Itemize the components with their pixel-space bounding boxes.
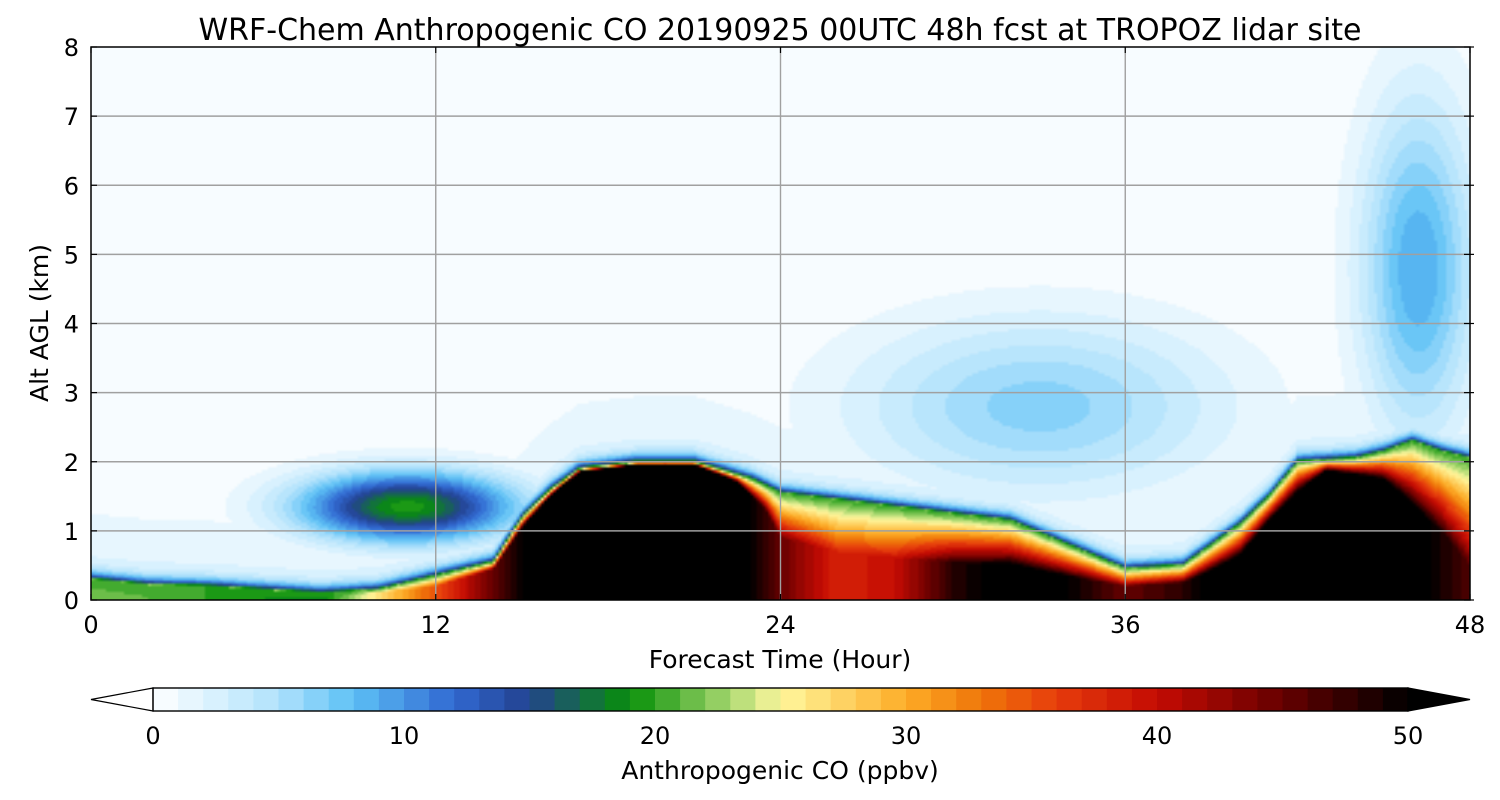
colorbar-segment — [454, 688, 480, 711]
colorbar-segment — [931, 688, 957, 711]
colorbar-segment — [1081, 688, 1108, 711]
colorbar-segment — [1157, 688, 1183, 711]
colorbar-segment — [328, 688, 355, 711]
colorbar-segment — [1056, 688, 1083, 711]
colorbar-tick-label: 30 — [891, 722, 922, 750]
y-tick-label: 6 — [64, 172, 79, 200]
colorbar-label: Anthropogenic CO (ppbv) — [621, 756, 939, 785]
colorbar-segment — [303, 688, 330, 711]
x-tick-label: 36 — [1110, 611, 1141, 639]
colorbar-extend-high — [1407, 687, 1471, 712]
colorbar-frame — [152, 687, 1409, 712]
colorbar-segment — [1357, 688, 1384, 711]
x-tick-label: 48 — [1455, 611, 1486, 639]
y-tick-label: 5 — [64, 241, 79, 269]
colorbar-segment — [755, 688, 782, 711]
grid-lines — [91, 47, 1470, 600]
y-tick-label: 8 — [64, 34, 79, 62]
colorbar-extend-low — [90, 687, 154, 712]
colorbar-segment — [604, 688, 631, 711]
colorbar-segment — [153, 688, 179, 711]
colorbar-segment — [353, 688, 380, 711]
colorbar-tick-label: 0 — [145, 722, 160, 750]
colorbar-segment — [1106, 688, 1133, 711]
colorbar-segment — [579, 688, 606, 711]
y-tick-label: 7 — [64, 103, 79, 131]
colorbar-segment — [855, 688, 882, 711]
x-axis-label: Forecast Time (Hour) — [649, 645, 912, 674]
colorbar-segment — [655, 688, 681, 711]
x-tick-label: 0 — [83, 611, 98, 639]
colorbar-segment — [178, 688, 204, 711]
colorbar-segment — [1182, 688, 1208, 711]
colorbar-segment — [1232, 688, 1258, 711]
colorbar-segment — [278, 688, 305, 711]
colorbar-tick-label: 20 — [640, 722, 671, 750]
colorbar-segment — [906, 688, 932, 711]
colorbar-segment — [1131, 688, 1158, 711]
y-axis: 0 1 2 3 4 5 6 7 8 — [64, 34, 1474, 615]
colorbar-segment — [1307, 688, 1334, 711]
y-axis-label: Alt AGL (km) — [25, 244, 54, 402]
x-axis: 0 12 24 36 48 — [83, 47, 1485, 639]
colorbar — [90, 687, 1471, 712]
colorbar-axis: 0 10 20 30 40 50 — [145, 722, 1423, 750]
colorbar-segment — [730, 688, 756, 711]
colorbar-segment — [1382, 688, 1409, 711]
colorbar-segment — [680, 688, 706, 711]
colorbar-segment — [1006, 688, 1033, 711]
colorbar-segment — [529, 688, 556, 711]
colorbar-segment — [705, 688, 731, 711]
colorbar-segment — [378, 688, 405, 711]
colorbar-segment — [1031, 688, 1058, 711]
x-tick-label: 12 — [420, 611, 451, 639]
colorbar-segment — [504, 688, 531, 711]
colorbar-segment — [1207, 688, 1233, 711]
colorbar-segment — [805, 688, 832, 711]
y-tick-label: 2 — [64, 449, 79, 477]
colorbar-segment — [880, 688, 907, 711]
y-tick-label: 1 — [64, 518, 79, 546]
colorbar-segment — [1282, 688, 1309, 711]
colorbar-segment — [228, 688, 254, 711]
x-tick-label: 24 — [765, 611, 796, 639]
y-tick-label: 4 — [64, 311, 79, 339]
colorbar-tick-label: 40 — [1142, 722, 1173, 750]
colorbar-segment — [629, 688, 656, 711]
colorbar-segment — [780, 688, 807, 711]
colorbar-segment — [253, 688, 280, 711]
colorbar-segment — [203, 688, 229, 711]
y-tick-label: 0 — [64, 587, 79, 615]
colorbar-segment — [554, 688, 581, 711]
y-tick-label: 3 — [64, 380, 79, 408]
colorbar-segment — [404, 688, 430, 711]
colorbar-segment — [1332, 688, 1359, 711]
colorbar-tick-label: 10 — [389, 722, 420, 750]
colorbar-segment — [479, 688, 505, 711]
colorbar-segment — [1257, 688, 1284, 711]
colorbar-segment — [981, 688, 1007, 711]
colorbar-segment — [830, 688, 857, 711]
chart-title: WRF-Chem Anthropogenic CO 20190925 00UTC… — [198, 13, 1361, 48]
colorbar-segment — [956, 688, 982, 711]
colorbar-tick-label: 50 — [1393, 722, 1424, 750]
colorbar-segment — [429, 688, 455, 711]
